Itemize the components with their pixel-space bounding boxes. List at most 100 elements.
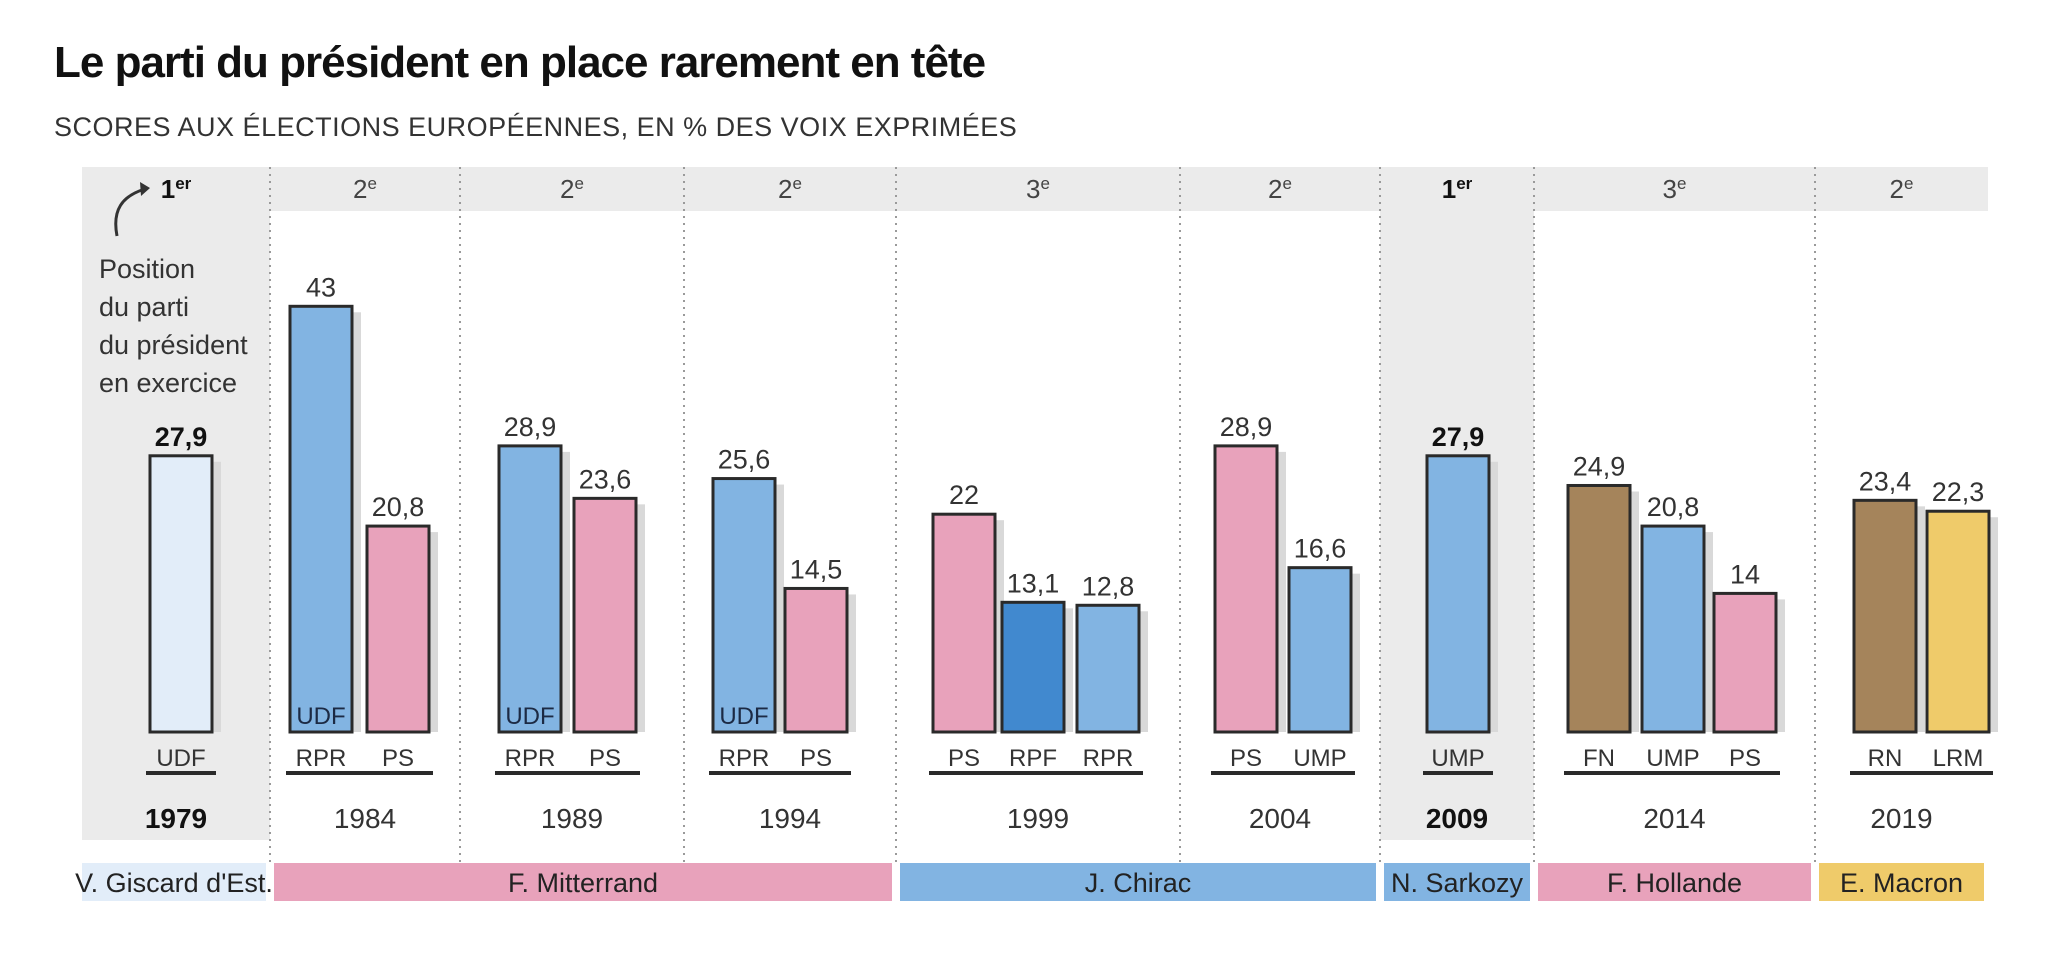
rank-band bbox=[82, 167, 1988, 211]
rank-label-2009: 1er bbox=[1442, 174, 1473, 204]
rank-suffix: e bbox=[1041, 174, 1050, 193]
value-label-1999-rpr: 12,8 bbox=[1082, 571, 1135, 601]
annotation-line: du parti bbox=[99, 292, 189, 322]
president-label-2: F. Mitterrand bbox=[508, 868, 658, 898]
value-label-1999-ps: 22 bbox=[949, 480, 979, 510]
bar-1989-ps bbox=[572, 496, 638, 734]
rank-label-2004: 2e bbox=[1268, 174, 1292, 204]
value-label-2014-fn: 24,9 bbox=[1573, 451, 1626, 481]
rank-label-2014: 3e bbox=[1663, 174, 1687, 204]
rank-label-1994: 2e bbox=[778, 174, 802, 204]
party-label-2014-fn: FN bbox=[1583, 745, 1615, 772]
rank-suffix: e bbox=[1283, 174, 1292, 193]
rank-number: 1 bbox=[161, 174, 175, 204]
value-label-2004-ump: 16,6 bbox=[1294, 534, 1347, 564]
value-label-2014-ump: 20,8 bbox=[1647, 492, 1700, 522]
chart-title: Le parti du président en place rarement … bbox=[54, 38, 986, 87]
value-label-2019-lrm: 22,3 bbox=[1932, 477, 1985, 507]
party-label-2009-ump: UMP bbox=[1431, 745, 1484, 772]
inner-bar-label: UDF bbox=[505, 703, 554, 730]
party-label-2004-ump: UMP bbox=[1293, 745, 1346, 772]
rank-number: 3 bbox=[1663, 174, 1677, 204]
party-label-1994-ps: PS bbox=[800, 745, 832, 772]
rank-number: 2 bbox=[560, 174, 574, 204]
party-label-1984-ps: PS bbox=[382, 745, 414, 772]
bar-1984-ps bbox=[365, 524, 431, 734]
annotation-line: en exercice bbox=[99, 368, 237, 398]
bar-2009-ump bbox=[1425, 454, 1491, 734]
year-label-1984: 1984 bbox=[334, 803, 396, 834]
bar-1999-ps bbox=[931, 512, 997, 734]
president-label-5: F. Hollande bbox=[1607, 868, 1742, 898]
bar-2014-ps bbox=[1712, 591, 1778, 734]
year-label-2019: 2019 bbox=[1870, 803, 1932, 834]
party-label-1989-rpr: RPR bbox=[505, 745, 556, 772]
rank-number: 2 bbox=[778, 174, 792, 204]
president-band-4 bbox=[1384, 863, 1530, 901]
rank-suffix: e bbox=[1677, 174, 1686, 193]
arrow-head-icon bbox=[140, 182, 150, 196]
rank-suffix: e bbox=[575, 174, 584, 193]
bar-1999-rpf bbox=[1000, 600, 1066, 734]
president-label-4: N. Sarkozy bbox=[1391, 868, 1524, 898]
bar-1989-rpr bbox=[497, 444, 563, 734]
party-label-2019-rn: RN bbox=[1868, 745, 1903, 772]
president-label-6: E. Macron bbox=[1840, 868, 1963, 898]
bar-2019-rn bbox=[1852, 498, 1918, 734]
president-band-5 bbox=[1538, 863, 1811, 901]
value-label-2014-ps: 14 bbox=[1730, 559, 1760, 589]
bar-2014-ump bbox=[1640, 524, 1706, 734]
rank-number: 2 bbox=[353, 174, 367, 204]
inner-bar-label: UDF bbox=[296, 703, 345, 730]
president-label-3: J. Chirac bbox=[1085, 868, 1192, 898]
value-label-2004-ps: 28,9 bbox=[1220, 412, 1273, 442]
bar-1979-udf bbox=[148, 454, 214, 734]
party-label-1999-rpf: RPF bbox=[1009, 745, 1057, 772]
party-label-1994-rpr: RPR bbox=[719, 745, 770, 772]
chart-subtitle: SCORES AUX ÉLECTIONS EUROPÉENNES, EN % D… bbox=[54, 112, 1018, 142]
party-label-2014-ps: PS bbox=[1729, 745, 1761, 772]
year-label-2009: 2009 bbox=[1426, 803, 1488, 834]
value-label-1999-rpf: 13,1 bbox=[1007, 568, 1060, 598]
rank-label-1989: 2e bbox=[560, 174, 584, 204]
rank-label-1984: 2e bbox=[353, 174, 377, 204]
value-label-2009-ump: 27,9 bbox=[1432, 422, 1485, 452]
rank-number: 3 bbox=[1026, 174, 1040, 204]
rank-suffix: er bbox=[175, 174, 191, 193]
bar-1984-rpr bbox=[288, 304, 354, 734]
rank-number: 2 bbox=[1268, 174, 1282, 204]
president-band-2 bbox=[274, 863, 892, 901]
party-label-1979-udf: UDF bbox=[156, 745, 205, 772]
rank-label-1999: 3e bbox=[1026, 174, 1050, 204]
president-band-6 bbox=[1819, 863, 1984, 901]
rank-number: 1 bbox=[1442, 174, 1456, 204]
rank-suffix: e bbox=[1904, 174, 1913, 193]
curved-arrow-icon bbox=[114, 187, 146, 237]
value-label-1984-ps: 20,8 bbox=[372, 492, 425, 522]
party-label-1984-rpr: RPR bbox=[296, 745, 347, 772]
year-label-1999: 1999 bbox=[1007, 803, 1069, 834]
year-label-1979: 1979 bbox=[145, 803, 207, 834]
party-label-1999-rpr: RPR bbox=[1083, 745, 1134, 772]
year-label-2014: 2014 bbox=[1643, 803, 1705, 834]
value-label-1989-rpr: 28,9 bbox=[504, 412, 557, 442]
bar-2004-ump bbox=[1287, 566, 1353, 734]
president-band-1 bbox=[82, 863, 266, 901]
value-label-2019-rn: 23,4 bbox=[1859, 466, 1912, 496]
bar-2019-lrm bbox=[1925, 509, 1991, 734]
bar-1994-rpr bbox=[711, 477, 777, 734]
annotation-line: du président bbox=[99, 330, 248, 360]
rank-suffix: er bbox=[1456, 174, 1472, 193]
year-label-2004: 2004 bbox=[1249, 803, 1311, 834]
party-label-2004-ps: PS bbox=[1230, 745, 1262, 772]
president-band-3 bbox=[900, 863, 1376, 901]
value-label-1994-rpr: 25,6 bbox=[718, 445, 771, 475]
party-label-1989-ps: PS bbox=[589, 745, 621, 772]
annotation-line: Position bbox=[99, 254, 195, 284]
bar-1999-rpr bbox=[1075, 603, 1141, 734]
rank-label-2019: 2e bbox=[1890, 174, 1914, 204]
value-label-1989-ps: 23,6 bbox=[579, 464, 632, 494]
value-label-1979-udf: 27,9 bbox=[155, 422, 208, 452]
president-label-1: V. Giscard d'Est. bbox=[75, 868, 273, 898]
